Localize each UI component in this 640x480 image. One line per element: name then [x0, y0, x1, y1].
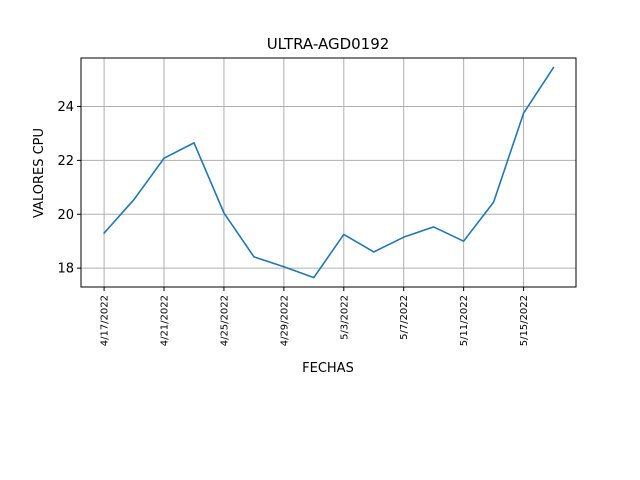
series-layer [103, 66, 555, 279]
y-tick-label: 22 [57, 154, 74, 169]
x-axis-label: FECHAS [302, 361, 354, 376]
x-tick-label: 4/29/2022 [279, 295, 290, 346]
y-tick-label: 20 [57, 208, 74, 223]
x-tick-label: 4/17/2022 [100, 295, 111, 346]
x-axis-ticks: 4/17/2022 4/21/2022 4/25/2022 4/29/2022 5/3/… [100, 287, 530, 346]
grid-lines [81, 58, 576, 287]
x-tick-label: 5/3/2022 [339, 295, 350, 340]
y-axis-label: VALORES CPU [32, 128, 47, 218]
series-line [103, 66, 555, 279]
y-tick-label: 18 [57, 262, 74, 277]
x-tick-label: 5/11/2022 [459, 295, 470, 346]
x-tick-label: 4/25/2022 [219, 295, 230, 346]
y-tick-label: 24 [57, 100, 74, 115]
x-tick-label: 5/7/2022 [399, 295, 410, 340]
y-axis-ticks: 18 20 22 24 [57, 100, 81, 277]
x-tick-label: 5/15/2022 [519, 295, 530, 346]
chart-title: ULTRA-AGD0192 [267, 35, 390, 53]
x-tick-label: 4/21/2022 [160, 295, 171, 346]
plot-frame [80, 57, 577, 288]
